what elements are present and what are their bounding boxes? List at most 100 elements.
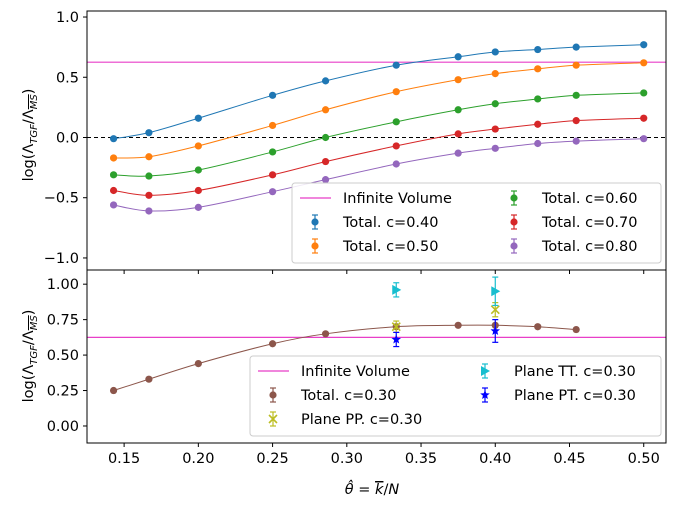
legend-label-b2: Plane TT. c=0.30 bbox=[514, 364, 636, 380]
legend-marker-b2 bbox=[481, 366, 490, 376]
data-point-s2-4 bbox=[321, 133, 330, 142]
bottom-x-tick-label: 0.45 bbox=[553, 451, 585, 467]
top-ylabel-text: log(ΛTGF/ΛMS) bbox=[21, 89, 40, 182]
bottom-y-tick-label: 0.00 bbox=[47, 419, 79, 435]
data-point-s4-7 bbox=[491, 144, 499, 152]
data-point-s4-4 bbox=[321, 176, 330, 184]
data-point-s4-9 bbox=[572, 137, 580, 145]
legend-label-infinite-volume: Infinite Volume bbox=[343, 191, 452, 207]
legend-marker-s3 bbox=[510, 218, 518, 226]
bottom-y-tick-label: 1.00 bbox=[47, 277, 79, 293]
bottom-point-s1-1 bbox=[490, 305, 500, 315]
data-point-s3-6 bbox=[454, 130, 462, 138]
top-legend: Infinite Volume Total. c=0.40 Total. c=0.5… bbox=[291, 182, 662, 264]
data-point-s4-0 bbox=[109, 201, 118, 209]
bottom-ylabel-text: log(ΛTGF/ΛMS) bbox=[21, 310, 40, 403]
data-point-s3-10 bbox=[640, 114, 648, 122]
data-point-s0-2 bbox=[194, 114, 202, 122]
data-point-s4-2 bbox=[194, 203, 202, 211]
x-axis-label: θ̂ = k/N bbox=[345, 479, 400, 498]
legend-marker-s4 bbox=[510, 242, 518, 250]
data-point-s2-9 bbox=[572, 91, 580, 99]
series-curve-c1 bbox=[113, 62, 644, 159]
series-curve-c0 bbox=[113, 44, 644, 140]
bottom-point-s1-0-b bbox=[391, 322, 401, 332]
data-point-s0-6 bbox=[454, 53, 462, 61]
data-point-s2-5 bbox=[392, 118, 400, 126]
legend-marker-s1 bbox=[311, 242, 319, 250]
legend-marker-b0 bbox=[269, 391, 277, 399]
data-point-s2-6 bbox=[454, 106, 462, 114]
bottom-point-s1-1-b bbox=[490, 305, 500, 315]
data-point-s1-7 bbox=[491, 70, 499, 78]
data-point-s0-5 bbox=[392, 61, 400, 69]
legend-marker-b1 bbox=[268, 414, 278, 424]
bottom-y-axis-label: log(ΛTGF/ΛMS) bbox=[21, 310, 40, 403]
bottom-y-tick-label: 0.75 bbox=[47, 313, 79, 329]
bottom-point-s0-8 bbox=[534, 323, 542, 331]
bottom-point-s0-2 bbox=[194, 359, 202, 368]
bottom-x-tick-label: 0.35 bbox=[405, 451, 437, 467]
bottom-plot-frame bbox=[86, 269, 667, 444]
legend-label-s1: Total. c=0.50 bbox=[342, 239, 439, 255]
bottom-x-tick-label: 0.40 bbox=[479, 451, 511, 467]
data-point-s1-9 bbox=[572, 61, 580, 69]
data-point-s1-5 bbox=[392, 88, 400, 96]
bottom-legend-box bbox=[249, 355, 662, 437]
bottom-x-tick-label: 0.20 bbox=[182, 451, 214, 467]
bottom-point-s0-4 bbox=[321, 330, 330, 338]
bottom-x-tick-label: 0.50 bbox=[628, 451, 660, 467]
data-point-s0-1 bbox=[145, 129, 153, 137]
data-point-s2-0 bbox=[109, 171, 118, 179]
data-point-s0-10 bbox=[640, 41, 648, 49]
data-point-s3-5 bbox=[392, 142, 400, 150]
top-y-tick-label: −0.5 bbox=[44, 191, 79, 207]
data-point-s3-2 bbox=[194, 186, 202, 195]
data-point-s1-4 bbox=[321, 106, 330, 114]
bottom-point-s0-0 bbox=[109, 386, 118, 395]
data-point-s2-8 bbox=[534, 95, 542, 103]
legend-label-b3: Plane PT. c=0.30 bbox=[514, 388, 636, 404]
bottom-point-s3-0 bbox=[391, 334, 401, 344]
bottom-point-s0-3 bbox=[268, 340, 277, 348]
bottom-point-s2-0 bbox=[392, 284, 402, 295]
legend-label-s2: Total. c=0.60 bbox=[541, 191, 638, 207]
data-point-s3-1 bbox=[145, 191, 153, 199]
top-y-tick-label: 1.0 bbox=[56, 10, 79, 26]
legend-marker-s2 bbox=[510, 194, 518, 202]
data-point-s1-8 bbox=[534, 65, 542, 73]
bottom-point-s0-6 bbox=[454, 321, 462, 329]
data-point-s3-9 bbox=[572, 117, 580, 125]
data-point-s3-3 bbox=[268, 171, 277, 179]
legend-marker-b1-b bbox=[268, 414, 278, 424]
top-panel: −1.0 −0.5 0.0 0.5 1.0 Infinite Volume Total. c… bbox=[44, 10, 667, 274]
bottom-point-s0-9 bbox=[572, 325, 580, 334]
xlabel-text: θ̂ = k/N bbox=[345, 479, 400, 498]
legend-label-b0: Total. c=0.30 bbox=[300, 388, 397, 404]
legend-label-s4: Total. c=0.80 bbox=[541, 239, 638, 255]
data-point-s2-10 bbox=[640, 89, 648, 97]
bottom-point-s0-1 bbox=[145, 375, 153, 383]
bottom-panel: 0.00 0.25 0.50 0.75 1.00 0.15 0.20 0.25 0.30 0.35… bbox=[47, 269, 667, 467]
data-point-s4-1 bbox=[145, 207, 153, 215]
top-y-tick-label: 0.5 bbox=[56, 70, 79, 86]
bottom-x-tick-label: 0.25 bbox=[256, 451, 288, 467]
data-point-s1-1 bbox=[145, 153, 153, 161]
data-point-s0-0 bbox=[109, 135, 118, 143]
data-point-s1-0 bbox=[109, 154, 118, 162]
top-legend-box bbox=[291, 182, 662, 264]
legend-label-infinite-volume-bottom: Infinite Volume bbox=[301, 364, 410, 380]
data-point-s1-6 bbox=[454, 76, 462, 84]
data-point-s4-8 bbox=[534, 139, 542, 148]
data-point-s4-6 bbox=[454, 149, 462, 157]
legend-marker-s0 bbox=[311, 218, 319, 226]
data-point-s0-8 bbox=[534, 45, 542, 54]
series-curve-c2 bbox=[113, 92, 644, 177]
legend-label-b1: Plane PP. c=0.30 bbox=[301, 412, 422, 428]
data-point-s1-3 bbox=[268, 121, 277, 130]
bottom-point-s2-1 bbox=[491, 286, 501, 297]
data-point-s0-3 bbox=[268, 91, 277, 99]
top-y-tick-label: −1.0 bbox=[44, 251, 79, 267]
top-y-tick-label: 0.0 bbox=[56, 130, 79, 146]
